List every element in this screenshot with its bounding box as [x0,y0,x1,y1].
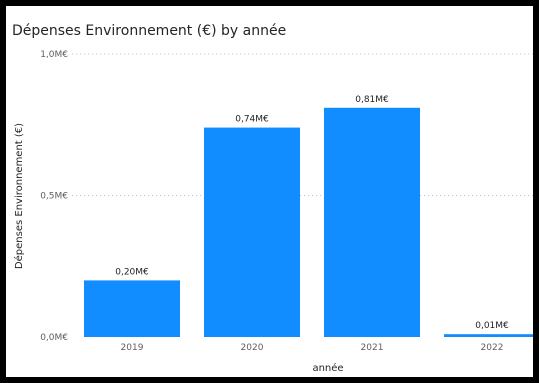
x-axis-title: année [312,362,343,374]
bars [84,107,533,338]
data-label-2022: 0,01M€ [475,321,509,331]
bar-chart: 0,0M€ 0,5M€ 1,0M€ 0,20M€ 0,74M€ 0,81M€ 0,01M€… [13,50,533,374]
y-axis-ticks: 0,0M€ 0,5M€ 1,0M€ [40,50,68,343]
chart-title: Dépenses Environnement (€) by année [12,23,287,39]
x-tick-label-2022: 2022 [481,343,504,353]
y-tick-label: 0,0M€ [40,333,68,343]
data-label-2020: 0,74M€ [235,115,269,125]
x-tick-label-2021: 2021 [361,343,384,353]
bar-2022[interactable] [444,334,533,337]
x-axis-ticks: 2019 2020 2021 2022 [121,343,504,353]
data-label-2019: 0,20M€ [115,267,149,277]
bar-2021[interactable] [324,107,420,338]
chart-visual: Dépenses Environnement (€) by année 0,0M… [6,6,533,377]
gridlines [72,53,533,196]
y-tick-label: 0,5M€ [40,192,68,202]
x-tick-label-2019: 2019 [121,343,144,353]
y-axis-title: Dépenses Environnement (€) [13,123,25,269]
data-labels: 0,20M€ 0,74M€ 0,81M€ 0,01M€ [115,95,509,331]
x-tick-label-2020: 2020 [241,343,264,353]
bar-2020[interactable] [204,127,300,337]
y-tick-label: 1,0M€ [40,50,68,60]
bar-2019[interactable] [84,280,180,337]
data-label-2021: 0,81M€ [355,95,389,105]
